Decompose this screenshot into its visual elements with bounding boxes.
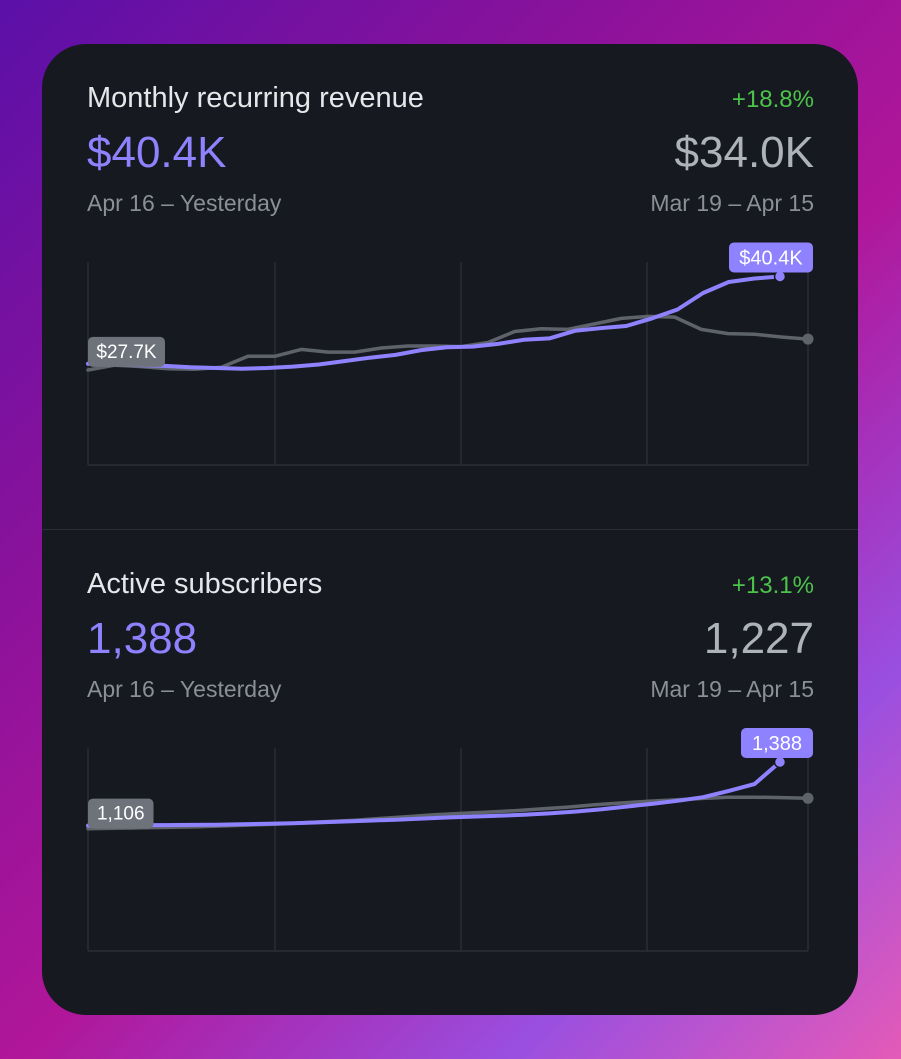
previous-end-point bbox=[802, 792, 814, 804]
previous-range: Mar 19 – Apr 15 bbox=[650, 676, 814, 702]
start-value-label: $27.7K bbox=[96, 342, 157, 363]
mrr-section: Monthly recurring revenue +18.8% $40.4K … bbox=[42, 44, 858, 529]
current-range: Apr 16 – Yesterday bbox=[87, 676, 282, 702]
current-series-line bbox=[86, 760, 782, 828]
current-value: 1,388 bbox=[87, 614, 198, 663]
end-value-badge bbox=[729, 242, 813, 273]
previous-end-point bbox=[802, 333, 814, 345]
mrr-line-chart[interactable]: $27.7K $40.4K bbox=[42, 44, 858, 529]
start-value-badge bbox=[88, 798, 154, 829]
subscribers-line-chart[interactable]: 1,106 1,388 bbox=[42, 530, 858, 1015]
current-end-point bbox=[773, 755, 787, 769]
previous-value: $34.0K bbox=[674, 128, 814, 177]
end-value-label: 1,388 bbox=[752, 733, 802, 755]
end-value-label: $40.4K bbox=[739, 247, 803, 269]
metric-title: Monthly recurring revenue bbox=[87, 82, 424, 114]
start-value-badge bbox=[88, 336, 165, 367]
previous-value: 1,227 bbox=[703, 614, 814, 663]
change-percent: +18.8% bbox=[731, 86, 814, 113]
current-series-line bbox=[86, 274, 782, 371]
subscribers-section: Active subscribers +13.1% 1,388 1,227 Ap… bbox=[42, 529, 858, 1015]
previous-series-line bbox=[86, 314, 810, 372]
start-value-label: 1,106 bbox=[97, 804, 145, 825]
end-value-badge bbox=[741, 727, 813, 758]
metric-title: Active subscribers bbox=[87, 568, 323, 600]
current-range: Apr 16 – Yesterday bbox=[87, 190, 282, 216]
metrics-card: Monthly recurring revenue +18.8% $40.4K … bbox=[42, 44, 858, 1015]
previous-range: Mar 19 – Apr 15 bbox=[650, 190, 814, 216]
current-end-point bbox=[773, 270, 787, 283]
change-percent: +13.1% bbox=[731, 572, 814, 599]
current-value: $40.4K bbox=[87, 128, 227, 177]
